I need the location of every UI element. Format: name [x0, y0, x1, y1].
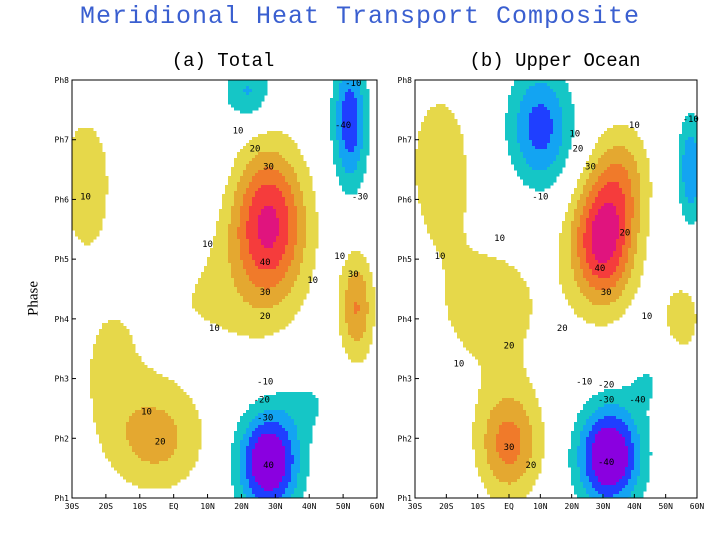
x-tick-label: 30S — [65, 502, 80, 511]
contour-label: 40 — [260, 258, 271, 268]
contour-label: -10 — [345, 79, 361, 89]
y-tick-label: Ph6 — [398, 195, 413, 204]
y-tick-label: Ph4 — [55, 315, 70, 324]
contour-label: 10 — [435, 252, 446, 262]
x-tick-label: EQ — [504, 502, 514, 511]
contour-label: 20 — [250, 145, 261, 155]
x-tick-label: 60N — [690, 502, 705, 511]
contour-label: 40 — [263, 461, 274, 471]
y-tick-label: Ph3 — [398, 375, 413, 384]
panel-b-title: (b) Upper Ocean — [469, 50, 641, 72]
contour-label: -30 — [257, 413, 273, 423]
y-tick-label: Ph2 — [398, 434, 413, 443]
contour-label: -40 — [598, 458, 614, 468]
panel-a: 30S 20S 10S EQ 10N 20N 30N 40N 50N 60N Ph1 Ph2 Ph3 Ph… — [55, 76, 385, 511]
contour-label: -10 — [257, 378, 273, 388]
y-tick-label: Ph7 — [55, 136, 70, 145]
contour-label: 20 — [620, 228, 631, 238]
contour-label: 30 — [504, 443, 515, 453]
x-tick-label: 50N — [336, 502, 351, 511]
panel-a-frame — [71, 79, 378, 499]
panel-a-field — [72, 80, 376, 498]
contour-label: -40 — [335, 121, 351, 131]
contour-label: -20 — [254, 395, 270, 405]
contour-label: 10 — [569, 130, 580, 140]
main-title: Meridional Heat Transport Composite — [79, 2, 641, 31]
x-tick-label: 60N — [370, 502, 385, 511]
contour-label: 10 — [80, 192, 91, 202]
contour-label: -10 — [576, 378, 592, 388]
panel-b-field — [415, 80, 697, 498]
x-tick-label: 30N — [596, 502, 611, 511]
y-tick-label: Ph5 — [55, 255, 70, 264]
contour-label: 10 — [202, 240, 213, 250]
contour-label: 10 — [334, 252, 345, 262]
contour-label: -30 — [352, 192, 368, 202]
contour-label: 30 — [585, 163, 596, 173]
x-tick-label: 40N — [627, 502, 642, 511]
x-tick-label: 10S — [133, 502, 148, 511]
contour-label: -10 — [532, 192, 548, 202]
y-tick-label: Ph2 — [55, 434, 70, 443]
contour-label: 10 — [141, 407, 152, 417]
panel-a-title: (a) Total — [171, 50, 275, 72]
contour-label: -30 — [598, 395, 614, 405]
x-tick-label: 10N — [533, 502, 548, 511]
contour-label: 10 — [629, 121, 640, 131]
panel-b: 30S 20S 10S EQ 10N 20N 30N 40N 50N 60N Ph1 Ph2 Ph3 Ph… — [398, 76, 705, 511]
contour-label: -20 — [598, 381, 614, 391]
y-tick-label: Ph6 — [55, 195, 70, 204]
contour-label: 20 — [557, 324, 568, 334]
x-tick-label: 30N — [268, 502, 283, 511]
y-tick-label: Ph3 — [55, 375, 70, 384]
x-tick-label: 40N — [302, 502, 317, 511]
y-tick-label: Ph8 — [398, 76, 413, 85]
panel-b-frame — [414, 79, 698, 499]
x-tick-label: 20S — [439, 502, 454, 511]
x-tick-label: 30S — [408, 502, 423, 511]
contour-label: -10 — [683, 115, 699, 125]
contour-label: 30 — [601, 288, 612, 298]
contour-label: 30 — [260, 288, 271, 298]
x-tick-label: 20N — [564, 502, 579, 511]
contour-label: 20 — [573, 145, 584, 155]
y-tick-label: Ph1 — [398, 494, 413, 503]
contour-label: 40 — [594, 264, 605, 274]
contour-label: 10 — [307, 276, 318, 286]
contour-label: 20 — [504, 342, 515, 352]
contour-label: 20 — [155, 437, 166, 447]
contour-label: 10 — [641, 312, 652, 322]
contour-label: 10 — [209, 324, 220, 334]
y-tick-label: Ph4 — [398, 315, 413, 324]
y-tick-label: Ph7 — [398, 136, 413, 145]
contour-label: 20 — [260, 312, 271, 322]
contour-label: 20 — [526, 461, 537, 471]
contour-label: 30 — [263, 163, 274, 173]
x-tick-label: 20N — [234, 502, 249, 511]
contour-label: -40 — [629, 395, 645, 405]
contour-label: 10 — [453, 360, 464, 370]
y-tick-label: Ph5 — [398, 255, 413, 264]
x-tick-label: 10S — [470, 502, 485, 511]
contour-label: 10 — [494, 234, 505, 244]
x-tick-label: 10N — [200, 502, 215, 511]
x-tick-label: 20S — [99, 502, 114, 511]
x-tick-label: 50N — [658, 502, 673, 511]
contour-label: 30 — [348, 270, 359, 280]
y-tick-label: Ph1 — [55, 494, 70, 503]
y-tick-label: Ph8 — [55, 76, 70, 85]
contour-label: 10 — [233, 127, 244, 137]
x-tick-label: EQ — [169, 502, 179, 511]
